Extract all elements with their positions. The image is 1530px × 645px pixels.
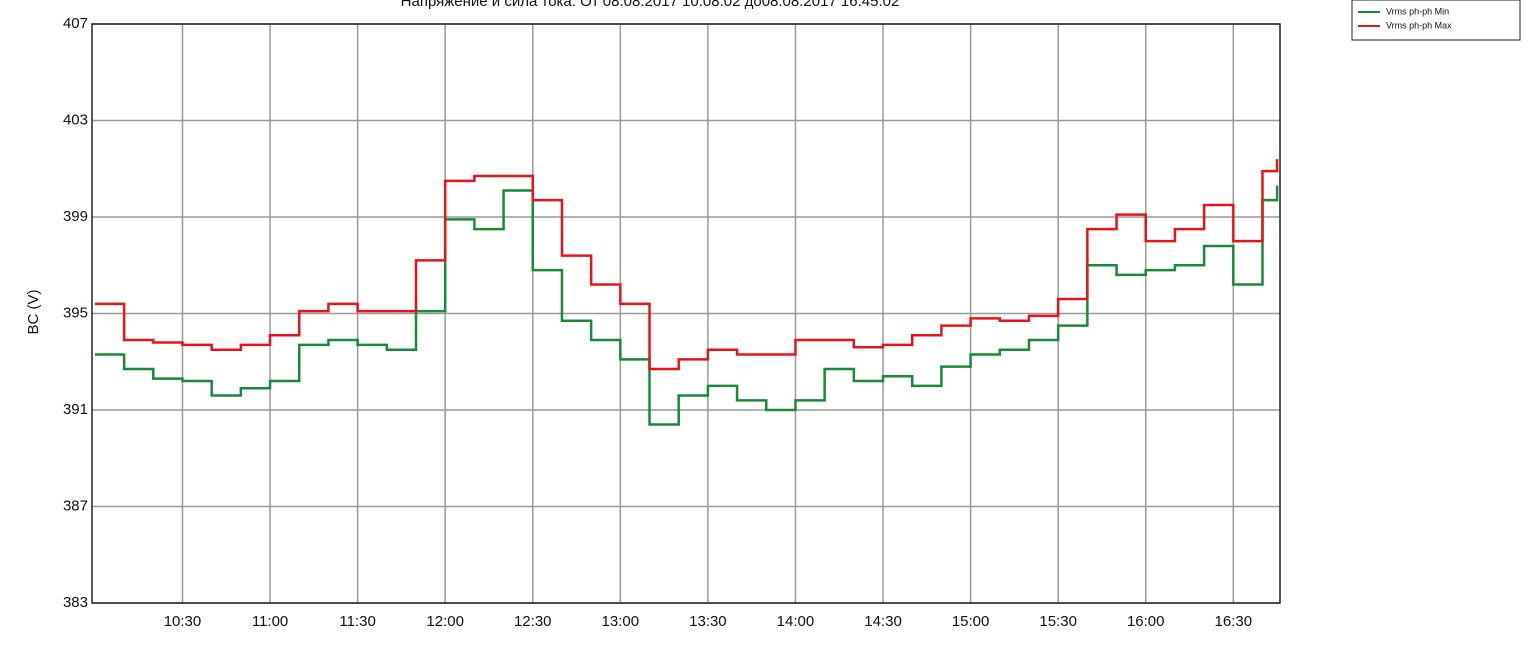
x-tick-label: 11:00	[252, 613, 288, 630]
x-tick-label: 16:30	[1215, 613, 1253, 630]
plot-frame	[91, 23, 1281, 604]
x-tick-label: 14:30	[864, 613, 902, 630]
legend-label: Vrms ph-ph Max	[1386, 20, 1452, 30]
y-tick-label: 407	[63, 15, 88, 32]
x-tick-label: 12:30	[514, 613, 552, 630]
y-tick-label: 391	[63, 401, 88, 418]
x-tick-label: 15:30	[1039, 613, 1077, 630]
y-tick-label: 395	[63, 304, 88, 321]
y-tick-label: 387	[63, 497, 88, 514]
line-series	[94, 159, 1279, 371]
y-tick-label: 383	[63, 594, 88, 611]
x-tick-label: 15:00	[952, 613, 990, 630]
y-tick-label: 399	[63, 208, 88, 225]
x-tick-label: 14:00	[777, 613, 815, 630]
chart-title: Напряжение и сила тока. От 08.08.2017 10…	[401, 0, 900, 10]
x-tick-label: 13:30	[689, 613, 727, 630]
legend-label: Vrms ph-ph Min	[1386, 6, 1449, 16]
x-tick-label: 11:30	[339, 613, 375, 630]
x-tick-label: 16:00	[1127, 613, 1165, 630]
line-series	[94, 185, 1279, 426]
y-axis-label: BC (V)	[25, 289, 42, 334]
legend-box	[1351, 0, 1521, 41]
x-tick-label: 10:30	[164, 613, 202, 630]
y-tick-label: 403	[63, 111, 88, 128]
x-tick-label: 12:00	[426, 613, 464, 630]
x-tick-label: 13:00	[602, 613, 640, 630]
